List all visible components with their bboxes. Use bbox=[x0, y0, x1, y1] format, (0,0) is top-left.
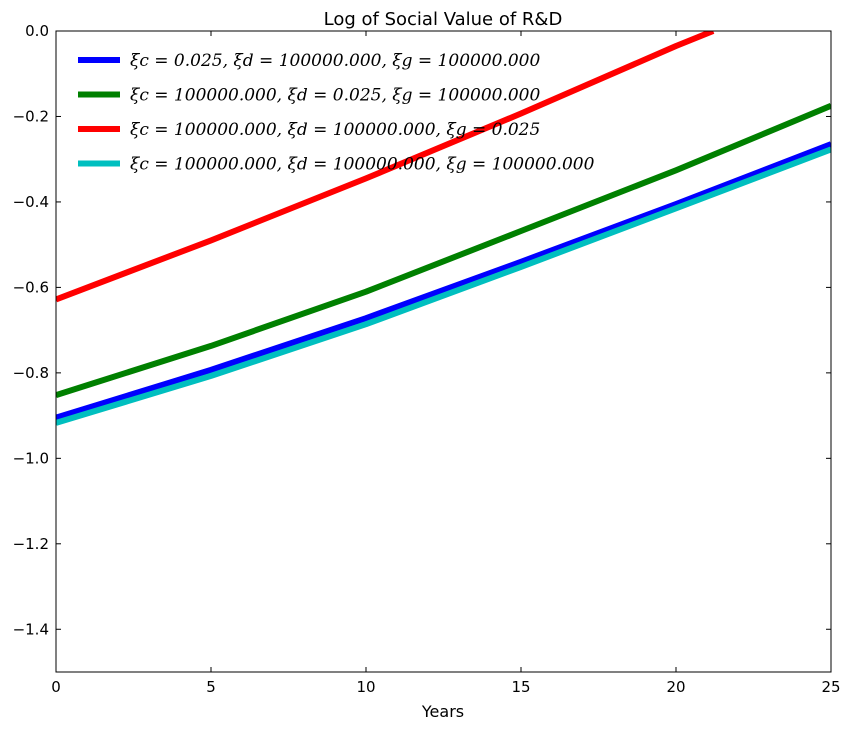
x-tick-label: 5 bbox=[206, 678, 216, 696]
y-tick-label: 0.0 bbox=[25, 22, 49, 40]
legend-label-1: ξc = 0.025, ξd = 100000.000, ξg = 100000… bbox=[130, 51, 540, 71]
legend-label-3: ξc = 100000.000, ξd = 100000.000, ξg = 0… bbox=[130, 120, 540, 140]
x-tick-label: 25 bbox=[821, 678, 840, 696]
x-tick-label: 10 bbox=[356, 678, 375, 696]
chart-title: Log of Social Value of R&D bbox=[324, 9, 563, 30]
ticks-layer: 0 5 10 15 20 25 0.0 −0.2 −0.4 −0.6 −0.8 −1.0 −1.2 −1.… bbox=[13, 22, 841, 696]
plot-frame bbox=[55, 30, 832, 673]
x-tick-label: 20 bbox=[666, 678, 685, 696]
y-tick-label: −1.2 bbox=[13, 535, 49, 553]
x-tick-label: 0 bbox=[51, 678, 61, 696]
series-line-2 bbox=[56, 103, 831, 398]
series-line-1 bbox=[56, 141, 831, 421]
x-tick-label: 15 bbox=[511, 678, 530, 696]
y-tick-label: −0.2 bbox=[13, 107, 49, 125]
y-tick-label: −0.4 bbox=[13, 193, 49, 211]
series-line-4 bbox=[56, 146, 831, 426]
y-tick-label: −1.0 bbox=[13, 449, 49, 467]
legend: ξc = 0.025, ξd = 100000.000, ξg = 100000… bbox=[78, 51, 595, 175]
y-tick-label: −1.4 bbox=[13, 620, 49, 638]
series-layer bbox=[56, 31, 831, 426]
legend-label-2: ξc = 100000.000, ξd = 0.025, ξg = 100000… bbox=[130, 86, 540, 106]
y-tick-label: −0.6 bbox=[13, 278, 49, 296]
legend-label-4: ξc = 100000.000, ξd = 100000.000, ξg = 1… bbox=[130, 155, 595, 175]
series-line-3 bbox=[56, 31, 715, 303]
x-axis-label: Years bbox=[421, 702, 464, 721]
y-tick-label: −0.8 bbox=[13, 364, 49, 382]
